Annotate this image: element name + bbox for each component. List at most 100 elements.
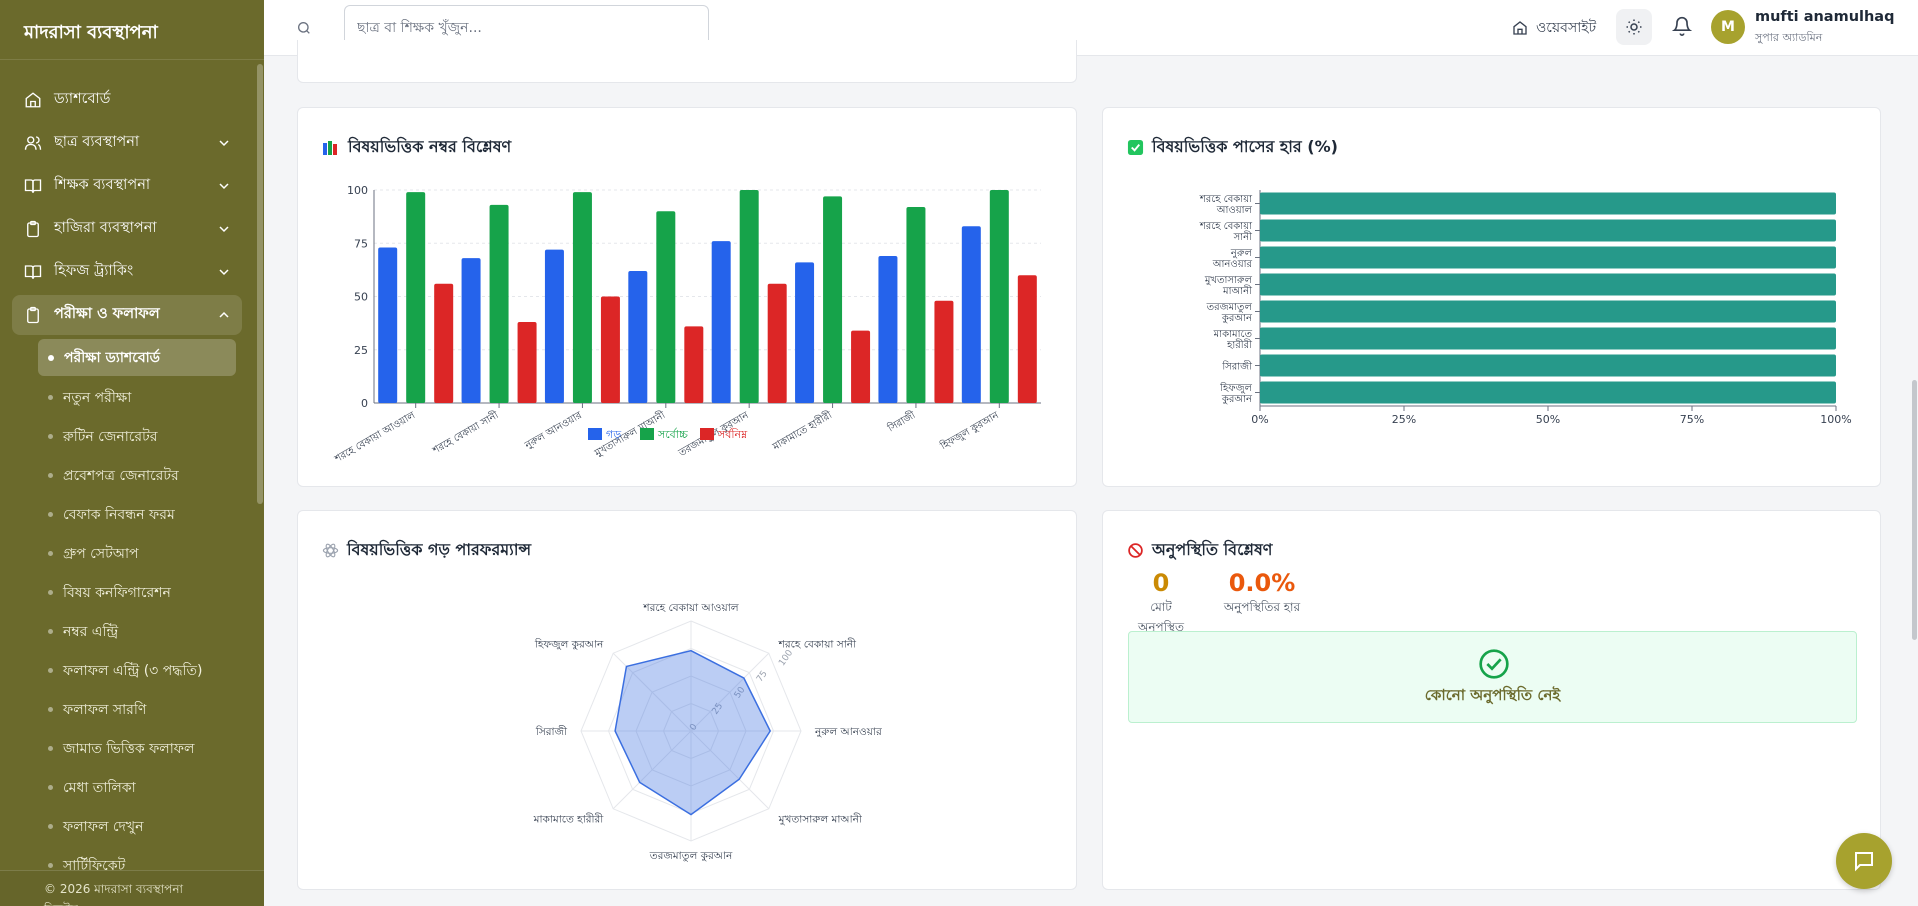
submenu-item-certificate[interactable]: সার্টিফিকেট: [38, 848, 236, 883]
bullet-icon: [48, 668, 53, 673]
bar: [878, 256, 898, 403]
sidebar-item-attendance[interactable]: হাজিরা ব্যবস্থাপনা: [12, 209, 242, 249]
y-tick-label: 0: [361, 397, 368, 410]
submenu-item-label: সার্টিফিকেট: [63, 857, 126, 874]
bar: [406, 192, 426, 403]
bar: [1260, 273, 1836, 296]
submenu-item-marks-entry[interactable]: নম্বর এন্ট্রি: [38, 614, 236, 649]
bar: [851, 330, 871, 403]
book-icon: [24, 179, 42, 193]
no-absence-text: কোনো অনুপস্থিতি নেই: [1424, 686, 1561, 704]
chat-icon: [1855, 852, 1873, 872]
total-absent-value: 0: [1152, 569, 1170, 597]
bar: [628, 270, 648, 403]
sidebar-item-dashboard[interactable]: ড্যাশবোর্ড: [12, 80, 242, 120]
submenu-item-result-table[interactable]: ফলাফল সারণি: [38, 692, 236, 727]
submenu-item-subject-config[interactable]: বিষয় কনফিগারেশন: [38, 575, 236, 610]
submenu-item-result-entry[interactable]: ফলাফল এন্ট্রি (৩ পদ্ধতি): [38, 653, 236, 688]
bar: [378, 247, 398, 403]
submenu-item-label: জামাত ভিত্তিক ফলাফল: [63, 740, 195, 757]
bullet-icon: [48, 434, 53, 439]
submenu-item-label: পরীক্ষা ড্যাশবোর্ড: [64, 349, 160, 366]
x-tick-label: সিরাজী: [884, 408, 917, 435]
card-title-text: বিষয়ভিত্তিক পাসের হার (%): [1152, 137, 1338, 156]
submenu-item-view-result[interactable]: ফলাফল দেখুন: [38, 809, 236, 844]
legend-label: সর্বোচ্চ: [657, 428, 688, 441]
bullet-icon: [48, 395, 53, 400]
search-icon: [298, 22, 310, 34]
chat-button[interactable]: [1836, 833, 1892, 889]
bar: [461, 258, 481, 403]
bullet-icon: [48, 785, 53, 790]
website-link[interactable]: ওয়েবসাইট: [1512, 16, 1596, 40]
card-title-text: বিষয়ভিত্তিক নম্বর বিশ্লেষণ: [348, 137, 512, 156]
legend-label: সর্বনিম্ন: [717, 428, 748, 441]
sidebar-item-label: শিক্ষক ব্যবস্থাপনা: [54, 177, 151, 193]
chevron-down-icon: [219, 140, 229, 147]
card-title: বিষয়ভিত্তিক পাসের হার (%): [1127, 134, 1338, 161]
bar: [934, 300, 954, 403]
sidebar-nav: ড্যাশবোর্ড ছাত্র ব্যবস্থাপনা শিক্ষক ব্যব…: [0, 80, 254, 887]
sidebar-item-exams[interactable]: পরীক্ষা ও ফলাফল: [12, 295, 242, 335]
bar: [544, 249, 564, 403]
bar: [961, 226, 981, 403]
radar-axis-label: নুরুল আনওয়ার: [814, 726, 883, 738]
submenu-item-befaq-form[interactable]: বেফাক নিবন্ধন ফরম: [38, 497, 236, 532]
submenu-item-routine[interactable]: রুটিন জেনারেটর: [38, 419, 236, 454]
bar: [1260, 219, 1836, 242]
sidebar-item-students[interactable]: ছাত্র ব্যবস্থাপনা: [12, 123, 242, 163]
sidebar-footer: © 2026 মাদরাসা ব্যবস্থাপনা সিস্টেম: [0, 870, 264, 906]
x-tick-label: শরহে বেকায়া আওয়াল: [332, 410, 417, 466]
books-icon: [323, 140, 337, 155]
bar: [517, 322, 537, 403]
avatar[interactable]: M: [1711, 10, 1745, 44]
y-tick-label: 50: [354, 291, 368, 304]
y-tick-label: 25: [354, 344, 368, 357]
x-tick-label: শরহে বেকায়া সানী: [429, 408, 500, 457]
exam-submenu: পরীক্ষা ড্যাশবোর্ড নতুন পরীক্ষা রুটিন জে…: [0, 339, 254, 883]
chevron-down-icon: [219, 183, 229, 190]
user-role: সুপার অ্যাডমিন: [1755, 31, 1823, 44]
absence-analysis-card: অনুপস্থিতি বিশ্লেষণ 0 মোট অনুপস্থিত 0.0%…: [1102, 510, 1881, 890]
x-tick-label: 100%: [1820, 413, 1851, 426]
radar-axis-label: সিরাজী: [535, 725, 568, 738]
submenu-item-admit-card[interactable]: প্রবেশপত্র জেনারেটর: [38, 458, 236, 493]
submenu-item-group-setup[interactable]: গ্রুপ সেটআপ: [38, 536, 236, 571]
book-icon: [24, 265, 42, 279]
bell-icon[interactable]: [1672, 16, 1692, 36]
absent-rate-stat: 0.0% অনুপস্থিতির হার: [1217, 569, 1307, 619]
y-tick-label: শরহে বেকায়া সানী: [1199, 221, 1253, 243]
bar: [1260, 381, 1836, 404]
pass-rate-bar-chart: 0% 25% 50% 75% 100% শরহে বেকায়া আওয়াল শরহে বে…: [1199, 190, 1852, 426]
bar: [434, 283, 454, 403]
sidebar-item-teachers[interactable]: শিক্ষক ব্যবস্থাপনা: [12, 166, 242, 206]
radar-tick-label: 100: [777, 648, 795, 668]
check-circle-icon: [1479, 649, 1509, 679]
page-scrollbar[interactable]: [1912, 380, 1917, 640]
user-name[interactable]: mufti anamulhaq: [1755, 9, 1895, 25]
radar-spoke: [612, 730, 692, 810]
brand-title: মাদরাসা ব্যবস্থাপনা: [0, 0, 264, 60]
bar: [711, 241, 731, 403]
submenu-item-exam-dashboard[interactable]: পরীক্ষা ড্যাশবোর্ড: [38, 339, 236, 376]
clipboard-icon: [27, 220, 39, 238]
bullet-icon: [48, 707, 53, 712]
clipboard-icon: [27, 306, 39, 324]
bar: [572, 192, 592, 403]
legend-swatch: [588, 428, 602, 440]
submenu-item-class-result[interactable]: জামাত ভিত্তিক ফলাফল: [38, 731, 236, 766]
submenu-item-label: রুটিন জেনারেটর: [63, 428, 158, 445]
theme-toggle-button[interactable]: [1616, 9, 1652, 45]
bar: [656, 211, 676, 403]
submenu-item-label: প্রবেশপত্র জেনারেটর: [63, 467, 179, 484]
marks-bar-chart: 0 25 50 75 100 শরহে বেকায়া আওয়াল শরহে বেকায়…: [332, 184, 1041, 466]
marks-analysis-card: বিষয়ভিত্তিক নম্বর বিশ্লেষণ 0 25 50 75 100 শর…: [297, 107, 1077, 487]
bar: [1017, 275, 1037, 403]
sidebar: মাদরাসা ব্যবস্থাপনা ড্যাশবোর্ড ছাত্র ব্য…: [0, 0, 264, 906]
submenu-item-new-exam[interactable]: নতুন পরীক্ষা: [38, 380, 236, 415]
sidebar-item-hifz[interactable]: হিফজ ট্র্যাকিং: [12, 252, 242, 292]
sidebar-scrollbar[interactable]: [257, 64, 263, 504]
submenu-item-merit-list[interactable]: মেধা তালিকা: [38, 770, 236, 805]
sidebar-item-label: ছাত্র ব্যবস্থাপনা: [54, 134, 140, 150]
